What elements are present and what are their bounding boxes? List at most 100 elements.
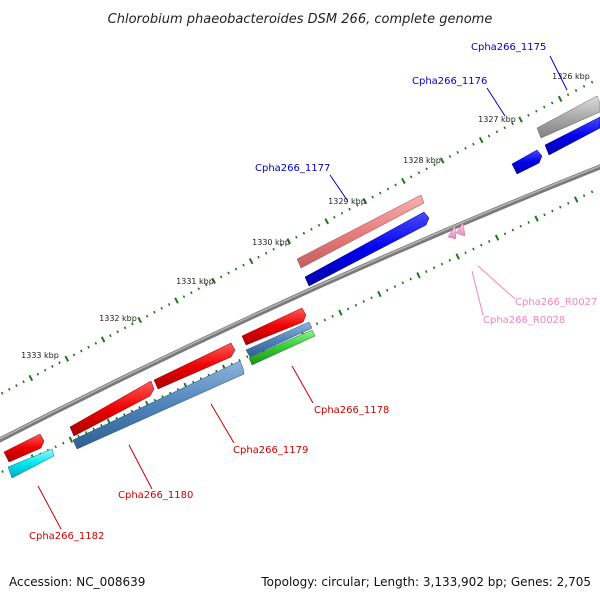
tick-mark: [54, 445, 57, 449]
tick-mark: [28, 374, 34, 382]
gene-cpha1178-rev-b[interactable]: [248, 329, 316, 366]
tick-mark: [566, 201, 570, 205]
tick-mark: [590, 80, 594, 84]
trna-r0027-marker[interactable]: [455, 222, 466, 237]
tick-mark: [354, 303, 358, 307]
tick-mark: [340, 211, 344, 215]
tick-mark: [401, 281, 405, 285]
scale-label-1333: 1333 kbp: [21, 351, 59, 360]
tick-mark: [310, 227, 313, 231]
tick-mark: [527, 113, 530, 117]
gene-cpha1176-fwd[interactable]: [511, 149, 543, 175]
tick-mark: [315, 322, 319, 326]
scale-label-1330: 1330 kbp: [252, 238, 290, 247]
gene-cpha1177b-fwd[interactable]: [304, 211, 430, 287]
tick-mark: [487, 134, 491, 138]
genome-backbone-highlight: [0, 165, 600, 440]
tick-mark: [77, 434, 80, 438]
tick-mark: [511, 228, 515, 232]
leader-line-r0027: [477, 265, 516, 300]
tick-mark: [87, 345, 90, 349]
gene-label-r0027[interactable]: Cpha266_R0027: [515, 297, 597, 308]
map-title: Chlorobium phaeobacteroides DSM 266, com…: [108, 12, 493, 27]
tick-mark: [448, 155, 452, 158]
gene-label-1182[interactable]: Cpha266_1182: [29, 531, 104, 542]
leader-line-1176: [486, 87, 506, 117]
tick-mark: [377, 290, 382, 298]
tick-mark: [272, 247, 275, 251]
gene-label-1178[interactable]: Cpha266_1178: [314, 405, 389, 416]
tick-mark: [439, 157, 445, 164]
leader-line-1180: [128, 444, 153, 490]
tick-mark: [355, 203, 359, 207]
tick-mark: [248, 258, 254, 265]
gene-cpha1175b-fwd[interactable]: [544, 116, 600, 156]
tick-mark: [518, 116, 523, 123]
tick-mark: [370, 296, 373, 300]
tick-mark: [153, 310, 156, 314]
tick-mark: [495, 130, 499, 134]
tick-mark: [338, 309, 343, 316]
gene-label-1175[interactable]: Cpha266_1175: [471, 42, 546, 53]
tick-mark: [72, 353, 76, 357]
tick-mark: [559, 205, 562, 209]
gene-label-1179[interactable]: Cpha266_1179: [233, 445, 308, 456]
tick-mark: [535, 109, 538, 113]
tick-mark: [58, 361, 61, 365]
tick-mark: [456, 150, 460, 154]
tick-mark: [503, 232, 507, 236]
tick-mark: [416, 272, 421, 279]
tick-mark: [362, 198, 368, 205]
tick-mark: [440, 262, 444, 266]
tick-mark: [378, 191, 382, 195]
accession-text: Accession: NC_008639: [9, 575, 145, 589]
tick-mark: [1, 470, 4, 473]
scale-label-1331: 1331 kbp: [176, 277, 214, 286]
tick-mark: [409, 175, 413, 179]
tick-mark: [22, 380, 25, 384]
tick-mark: [394, 183, 397, 187]
tick-mark: [123, 326, 127, 330]
tick-mark: [109, 334, 112, 338]
tick-mark: [62, 441, 65, 445]
leader-line-1179: [210, 403, 235, 444]
gene-cpha1178-rev-a[interactable]: [245, 321, 313, 358]
gene-cpha1180-fwd[interactable]: [69, 380, 155, 437]
tick-mark: [234, 267, 238, 271]
tick-mark: [574, 89, 578, 92]
scale-label-1329: 1329 kbp: [328, 197, 366, 206]
tick-mark: [36, 372, 40, 376]
tick-mark: [362, 300, 366, 303]
tick-mark: [295, 235, 298, 239]
tick-mark: [348, 207, 351, 211]
tick-mark: [582, 194, 586, 198]
tick-mark: [386, 187, 390, 191]
tick-mark: [582, 84, 586, 88]
gene-label-1177[interactable]: Cpha266_1177: [255, 163, 330, 174]
gene-cpha1179-fwd[interactable]: [153, 342, 236, 390]
gene-label-r0028[interactable]: Cpha266_R0028: [483, 315, 565, 326]
tick-mark: [92, 427, 96, 431]
gene-label-1176[interactable]: Cpha266_1176: [412, 76, 487, 87]
genome-backbone: [0, 164, 600, 443]
tick-mark: [68, 436, 74, 443]
gene-label-1180[interactable]: Cpha266_1180: [118, 490, 193, 501]
tick-mark: [160, 306, 164, 310]
tick-mark: [472, 247, 475, 251]
tick-mark: [15, 384, 18, 387]
tick-mark: [464, 146, 467, 150]
gene-cpha1182-fwd[interactable]: [3, 433, 45, 463]
gene-cpha1178-fwd[interactable]: [241, 307, 307, 346]
gene-cpha1177-fwd[interactable]: [296, 194, 425, 269]
leader-line-r0028: [471, 270, 484, 316]
tick-mark: [511, 122, 514, 126]
tick-mark: [43, 368, 47, 372]
scale-label-1332: 1332 kbp: [99, 314, 137, 323]
tick-mark: [590, 190, 594, 194]
gene-cpha1180-rev[interactable]: [72, 360, 245, 450]
gene-cpha1175-fwd[interactable]: [536, 95, 600, 139]
gene-cpha1182-rev[interactable]: [7, 448, 55, 479]
tick-mark: [94, 341, 98, 345]
tick-mark: [323, 318, 327, 322]
trna-r0028-marker[interactable]: [447, 225, 457, 240]
